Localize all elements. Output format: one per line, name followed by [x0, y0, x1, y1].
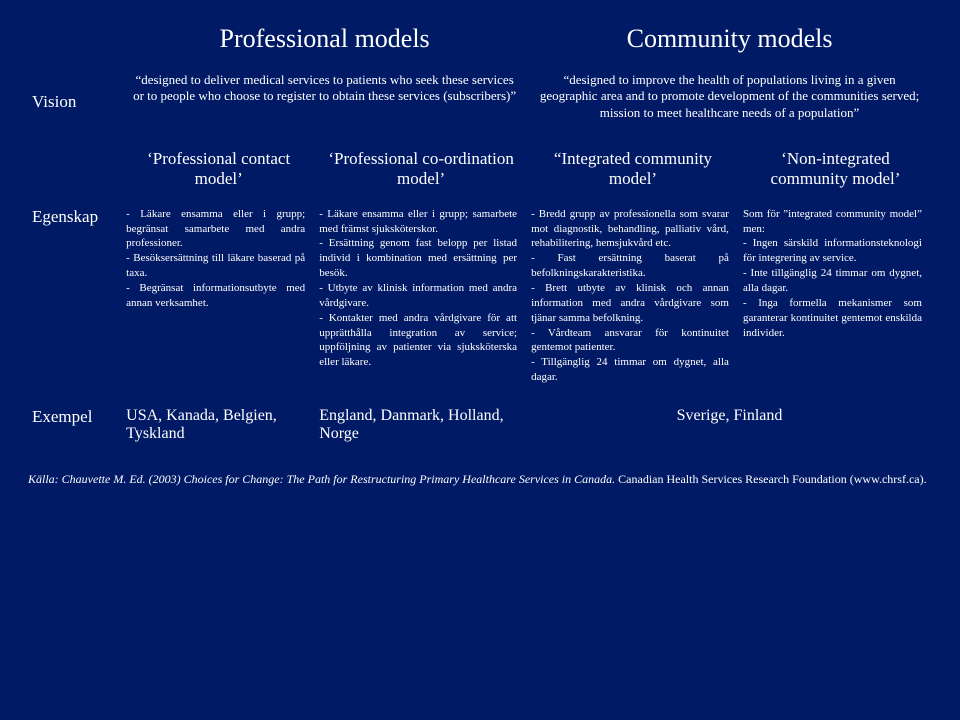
label-egenskap: Egenskap: [28, 203, 122, 389]
egenskap-row: Egenskap - Läkare ensamma eller i grupp;…: [28, 203, 932, 389]
label-vision: Vision: [28, 68, 122, 135]
submodel-row: ‘Professional contact model’ ‘Profession…: [28, 135, 932, 203]
models-table: Professional models Community models Vis…: [28, 18, 932, 447]
submodel-3: “Integrated community model’: [527, 135, 739, 203]
submodel-1: ‘Professional contact model’: [122, 135, 315, 203]
source-suffix: Canadian Health Services Research Founda…: [618, 472, 926, 486]
label-exempel: Exempel: [28, 389, 122, 447]
submodel-2: ‘Professional co-ordination model’: [315, 135, 527, 203]
header-community: Community models: [527, 18, 932, 68]
vision-row: Vision “designed to deliver medical serv…: [28, 68, 932, 135]
exempel-row: Exempel USA, Kanada, Belgien, Tyskland E…: [28, 389, 932, 447]
egenskap-1: - Läkare ensamma eller i grupp; begränsa…: [122, 203, 315, 389]
exempel-1: USA, Kanada, Belgien, Tyskland: [122, 389, 315, 447]
egenskap-4: Som för ”integrated community model” men…: [739, 203, 932, 389]
header-row: Professional models Community models: [28, 18, 932, 68]
header-professional: Professional models: [122, 18, 527, 68]
source-citation-text: Chauvette M. Ed. (2003) Choices for Chan…: [62, 472, 615, 486]
egenskap-3: - Bredd grupp av professionella som svar…: [527, 203, 739, 389]
submodel-4: ‘Non-integrated community model’: [739, 135, 932, 203]
egenskap-2: - Läkare ensamma eller i grupp; samarbet…: [315, 203, 527, 389]
source-citation: Källa: Chauvette M. Ed. (2003) Choices f…: [28, 447, 932, 487]
exempel-34: Sverige, Finland: [527, 389, 932, 447]
vision-community: “designed to improve the health of popul…: [527, 68, 932, 135]
exempel-2: England, Danmark, Holland, Norge: [315, 389, 527, 447]
vision-professional: “designed to deliver medical services to…: [122, 68, 527, 135]
source-prefix: Källa:: [28, 472, 59, 486]
